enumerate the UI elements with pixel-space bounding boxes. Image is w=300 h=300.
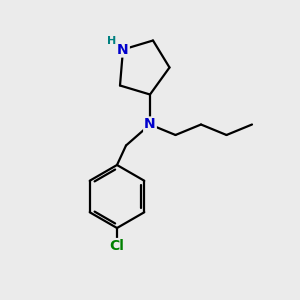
Text: H: H [107, 36, 116, 46]
Text: N: N [117, 43, 129, 56]
Text: N: N [144, 118, 156, 131]
Text: Cl: Cl [110, 239, 124, 253]
